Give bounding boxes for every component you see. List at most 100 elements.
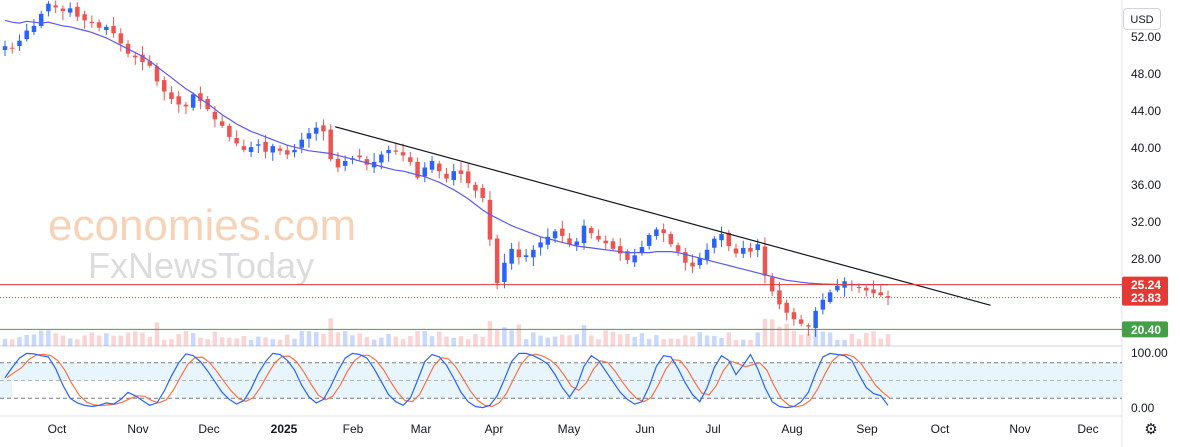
volume-bar xyxy=(661,339,666,346)
candle-body xyxy=(444,173,449,179)
price-axis[interactable]: 52.00 48.00 44.00 40.00 36.00 32.00 28.00 xyxy=(1131,30,1161,266)
candle-body xyxy=(784,302,789,313)
watermark-brand-bottom: FxNewsToday xyxy=(88,245,314,286)
volume-bar xyxy=(263,337,268,346)
candle-body xyxy=(820,299,826,310)
candle-body xyxy=(777,290,782,305)
candle-body xyxy=(292,149,297,153)
candle-body xyxy=(198,93,203,101)
candle-body xyxy=(835,285,840,291)
price-tick-label: 36.00 xyxy=(1131,178,1161,192)
candle-body xyxy=(538,242,543,248)
gear-icon[interactable]: ⚙ xyxy=(1144,421,1158,438)
volume-bar xyxy=(538,335,543,346)
volume-bar xyxy=(545,337,551,346)
candle-body xyxy=(719,234,724,241)
volume-bar xyxy=(697,332,703,346)
volume-bar xyxy=(487,320,493,346)
candle-body xyxy=(364,159,370,165)
volume-bar xyxy=(509,330,514,346)
candle-body xyxy=(104,26,109,31)
candle-body xyxy=(531,249,536,258)
candle-body xyxy=(386,149,391,154)
volume-bar xyxy=(234,338,239,346)
candle-body xyxy=(646,234,652,246)
candle-body xyxy=(154,66,160,82)
volume-bar xyxy=(422,330,428,346)
candle-body xyxy=(313,127,319,134)
volume-bar xyxy=(60,335,66,346)
candle-body xyxy=(581,225,587,244)
candle-body xyxy=(147,61,152,66)
price-tick-label: 28.00 xyxy=(1131,252,1161,266)
candle-body xyxy=(683,252,688,263)
volume-bar xyxy=(75,339,80,346)
candle-body xyxy=(82,14,87,21)
volume-bar xyxy=(552,336,558,346)
candle-body xyxy=(161,80,167,92)
time-tick-label: Dec xyxy=(1077,422,1098,436)
candle-body xyxy=(335,158,341,168)
candle-body xyxy=(871,289,876,294)
candle-body xyxy=(75,6,80,17)
candle-body xyxy=(379,154,384,163)
volume-bar xyxy=(198,337,203,346)
candle-body xyxy=(748,247,753,252)
volume-bar xyxy=(212,331,218,346)
candle-body xyxy=(140,54,145,62)
candle-body xyxy=(885,296,891,298)
currency-selector[interactable]: USD xyxy=(1123,8,1161,30)
candle-body xyxy=(46,3,51,12)
volume-bar xyxy=(791,330,797,346)
candle-body xyxy=(654,229,659,236)
price-tick-label: 48.00 xyxy=(1131,67,1161,81)
candle-body xyxy=(408,157,413,162)
time-tick-label: Oct xyxy=(931,422,950,436)
candle-body xyxy=(726,232,732,247)
volume-bar xyxy=(364,336,370,346)
stochastic-k-line xyxy=(4,352,889,409)
candle-body xyxy=(24,30,29,40)
volume-bar xyxy=(169,339,174,346)
candle-body xyxy=(31,25,37,32)
time-axis[interactable]: Oct Nov Dec 2025 Feb Mar Apr May Jun Jul Aug Sep Oct… xyxy=(48,422,1099,436)
volume-bar xyxy=(683,335,688,346)
volume-bar xyxy=(617,334,623,346)
volume-bar xyxy=(632,337,637,346)
volume-bar xyxy=(589,335,594,346)
volume-bar xyxy=(386,334,391,346)
price-tag-resistance: 25.24 xyxy=(1122,276,1168,293)
volume-bar xyxy=(465,339,471,346)
candle-body xyxy=(704,249,710,260)
volume-bar xyxy=(400,339,406,346)
volume-bar xyxy=(741,339,746,346)
volume-bar xyxy=(2,338,8,346)
candle-body xyxy=(690,262,695,267)
candle-body xyxy=(675,245,681,252)
candle-body xyxy=(111,26,116,34)
volume-bar xyxy=(639,333,645,346)
price-tick-label: 32.00 xyxy=(1131,215,1161,229)
volume-bar xyxy=(712,335,717,346)
volume-bar xyxy=(241,335,247,346)
candle-body xyxy=(285,150,290,155)
candle-body xyxy=(38,13,44,26)
price-tag-label: 20.40 xyxy=(1131,323,1161,337)
volume-bar xyxy=(668,338,674,346)
candle-body xyxy=(96,22,102,28)
volume-bar xyxy=(46,330,51,346)
candle-body xyxy=(190,94,196,108)
time-tick-label: Jun xyxy=(635,422,654,436)
candle-body xyxy=(494,238,500,284)
volume-bar xyxy=(321,333,326,346)
candle-body xyxy=(668,233,674,245)
stochastic-label-100: 100.00 xyxy=(1131,346,1168,360)
candle-body xyxy=(234,138,239,144)
candle-body xyxy=(53,5,58,8)
watermark-brand-top: economies.com xyxy=(48,201,356,250)
volume-bar xyxy=(748,339,753,346)
trendline[interactable] xyxy=(335,126,991,306)
volume-bar xyxy=(523,339,529,346)
volume-bar xyxy=(31,334,37,346)
